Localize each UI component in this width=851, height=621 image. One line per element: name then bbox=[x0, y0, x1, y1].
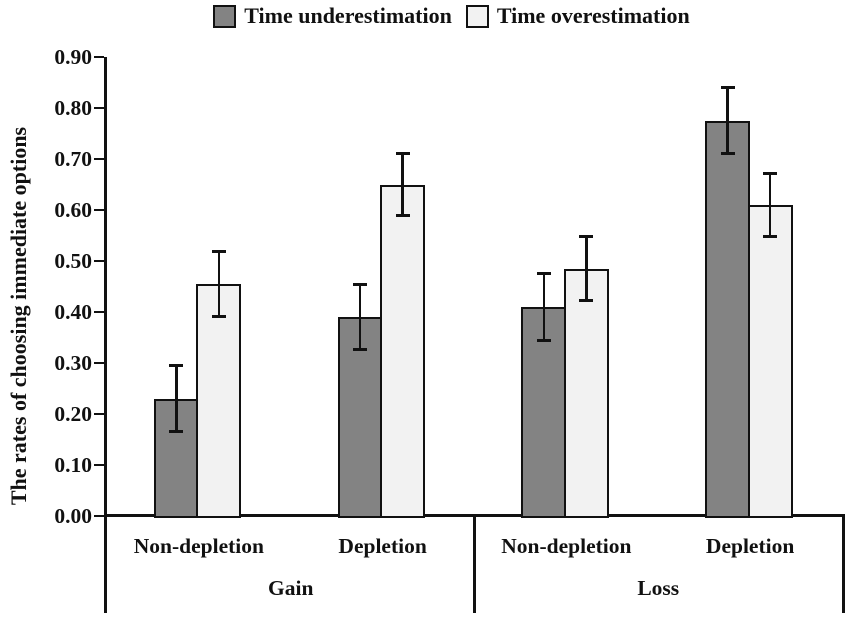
y-tick-label: 0.60 bbox=[54, 198, 92, 222]
bar-underestimation bbox=[705, 120, 751, 518]
error-bar-cap-top bbox=[720, 86, 735, 90]
legend-item-overestimation: Time overestimation bbox=[465, 3, 690, 29]
bar-overestimation bbox=[196, 283, 242, 518]
y-tick-label: 0.10 bbox=[54, 453, 92, 477]
panel-divider-right bbox=[842, 513, 845, 613]
y-axis-line bbox=[104, 57, 107, 613]
error-bar-cap-top bbox=[395, 151, 410, 155]
y-tick bbox=[94, 106, 104, 110]
error-bar-cap-bottom bbox=[720, 152, 735, 156]
y-tick bbox=[94, 55, 104, 59]
error-bar-cap-bottom bbox=[763, 235, 778, 239]
error-bar-cap-top bbox=[211, 250, 226, 254]
bar-overestimation bbox=[563, 268, 609, 518]
legend-item-underestimation: Time underestimation bbox=[213, 3, 452, 29]
y-tick-label: 0.50 bbox=[54, 249, 92, 273]
error-bar-cap-bottom bbox=[395, 214, 410, 218]
error-bar-cap-bottom bbox=[211, 314, 226, 318]
y-tick bbox=[94, 463, 104, 467]
y-tick bbox=[94, 259, 104, 263]
y-tick-label: 0.00 bbox=[54, 504, 92, 528]
y-tick bbox=[94, 157, 104, 161]
error-bar-cap-bottom bbox=[536, 338, 551, 342]
error-bar-line bbox=[768, 173, 772, 237]
bar-overestimation bbox=[380, 184, 426, 518]
y-axis-title: The rates of choosing immediate options bbox=[6, 126, 31, 506]
y-tick bbox=[94, 514, 104, 518]
y-tick bbox=[94, 208, 104, 212]
y-tick bbox=[94, 412, 104, 416]
y-tick-label: 0.90 bbox=[54, 45, 92, 69]
error-bar-cap-bottom bbox=[579, 299, 594, 303]
overestimation-swatch bbox=[465, 4, 489, 28]
y-tick-label: 0.70 bbox=[54, 147, 92, 171]
error-bar-cap-bottom bbox=[353, 347, 368, 351]
error-bar-line bbox=[401, 153, 404, 216]
panel-divider-middle bbox=[473, 513, 476, 613]
category-label: Non-depletion bbox=[501, 534, 632, 558]
y-tick-label: 0.40 bbox=[54, 300, 92, 324]
error-bar-cap-bottom bbox=[169, 430, 184, 434]
y-tick-label: 0.80 bbox=[54, 96, 92, 120]
group-label: Loss bbox=[637, 576, 680, 600]
legend-label-overestimation: Time overestimation bbox=[496, 3, 690, 28]
error-bar-cap-top bbox=[353, 283, 368, 287]
legend-label-underestimation: Time underestimation bbox=[244, 3, 452, 28]
error-bar-line bbox=[542, 273, 546, 341]
error-bar-line bbox=[726, 87, 729, 154]
error-bar-cap-top bbox=[536, 272, 551, 276]
error-bar-cap-top bbox=[763, 171, 778, 175]
error-bar-line bbox=[175, 365, 178, 432]
error-bar-line bbox=[217, 251, 221, 317]
underestimation-swatch bbox=[213, 4, 237, 28]
y-tick bbox=[94, 310, 104, 314]
y-tick bbox=[94, 361, 104, 365]
bar-overestimation bbox=[747, 204, 793, 518]
category-label: Depletion bbox=[338, 534, 427, 558]
category-label: Depletion bbox=[705, 534, 795, 558]
chart-legend: Time underestimation Time overestimation bbox=[26, 3, 851, 29]
error-bar-cap-top bbox=[169, 364, 184, 368]
error-bar-line bbox=[585, 236, 588, 301]
category-label: Non-depletion bbox=[133, 534, 264, 558]
y-tick-label: 0.30 bbox=[54, 351, 92, 375]
y-tick-label: 0.20 bbox=[54, 402, 92, 426]
group-label: Gain bbox=[268, 576, 314, 600]
error-bar-cap-top bbox=[579, 235, 594, 239]
error-bar-line bbox=[358, 284, 362, 350]
